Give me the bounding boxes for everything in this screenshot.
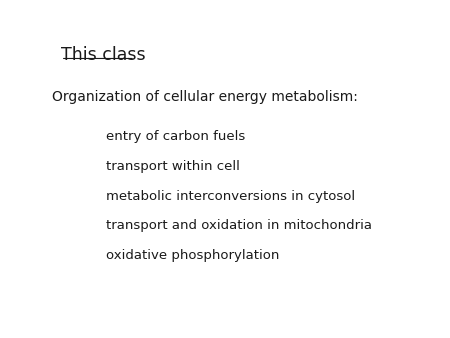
Text: Organization of cellular energy metabolism:: Organization of cellular energy metaboli… (52, 90, 358, 103)
Text: oxidative phosphorylation: oxidative phosphorylation (106, 249, 279, 262)
Text: transport and oxidation in mitochondria: transport and oxidation in mitochondria (106, 219, 372, 232)
Text: This class: This class (61, 46, 145, 64)
Text: entry of carbon fuels: entry of carbon fuels (106, 130, 245, 143)
Text: transport within cell: transport within cell (106, 160, 239, 173)
Text: metabolic interconversions in cytosol: metabolic interconversions in cytosol (106, 190, 355, 202)
